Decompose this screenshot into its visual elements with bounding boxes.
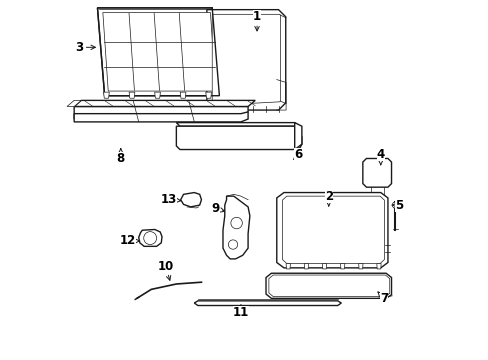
Polygon shape bbox=[176, 126, 301, 149]
Polygon shape bbox=[129, 92, 135, 98]
Polygon shape bbox=[74, 112, 247, 122]
Polygon shape bbox=[103, 92, 109, 98]
Polygon shape bbox=[212, 14, 280, 105]
Polygon shape bbox=[358, 264, 362, 269]
Polygon shape bbox=[304, 264, 308, 269]
Polygon shape bbox=[180, 193, 201, 207]
Polygon shape bbox=[139, 229, 162, 246]
Text: 9: 9 bbox=[211, 202, 224, 215]
Polygon shape bbox=[285, 264, 290, 269]
Polygon shape bbox=[102, 13, 215, 91]
Text: 1: 1 bbox=[252, 10, 261, 31]
Text: 11: 11 bbox=[232, 305, 248, 319]
Text: 2: 2 bbox=[324, 190, 332, 206]
Text: 7: 7 bbox=[377, 292, 387, 305]
Polygon shape bbox=[154, 92, 160, 98]
Text: 13: 13 bbox=[161, 193, 181, 206]
Polygon shape bbox=[268, 275, 389, 297]
Polygon shape bbox=[362, 158, 391, 187]
Polygon shape bbox=[294, 123, 301, 149]
Polygon shape bbox=[67, 100, 81, 107]
Polygon shape bbox=[176, 123, 298, 126]
Polygon shape bbox=[97, 8, 219, 96]
Text: 6: 6 bbox=[293, 148, 302, 161]
Text: 3: 3 bbox=[75, 41, 95, 54]
Text: 5: 5 bbox=[391, 199, 402, 212]
Circle shape bbox=[143, 231, 156, 244]
Polygon shape bbox=[282, 196, 384, 264]
Polygon shape bbox=[340, 264, 344, 269]
Text: 4: 4 bbox=[376, 148, 384, 165]
Polygon shape bbox=[376, 264, 380, 269]
Polygon shape bbox=[205, 92, 211, 98]
Polygon shape bbox=[180, 92, 185, 98]
Polygon shape bbox=[322, 264, 326, 269]
Text: 12: 12 bbox=[120, 234, 139, 247]
Polygon shape bbox=[276, 193, 387, 268]
Polygon shape bbox=[206, 10, 285, 110]
Text: 10: 10 bbox=[157, 260, 173, 280]
Circle shape bbox=[228, 240, 237, 249]
Polygon shape bbox=[223, 196, 249, 259]
Polygon shape bbox=[265, 273, 391, 298]
Circle shape bbox=[230, 217, 242, 229]
Polygon shape bbox=[74, 107, 247, 119]
Polygon shape bbox=[194, 301, 341, 306]
Polygon shape bbox=[74, 100, 255, 107]
Circle shape bbox=[391, 202, 397, 208]
Text: 8: 8 bbox=[117, 149, 124, 165]
